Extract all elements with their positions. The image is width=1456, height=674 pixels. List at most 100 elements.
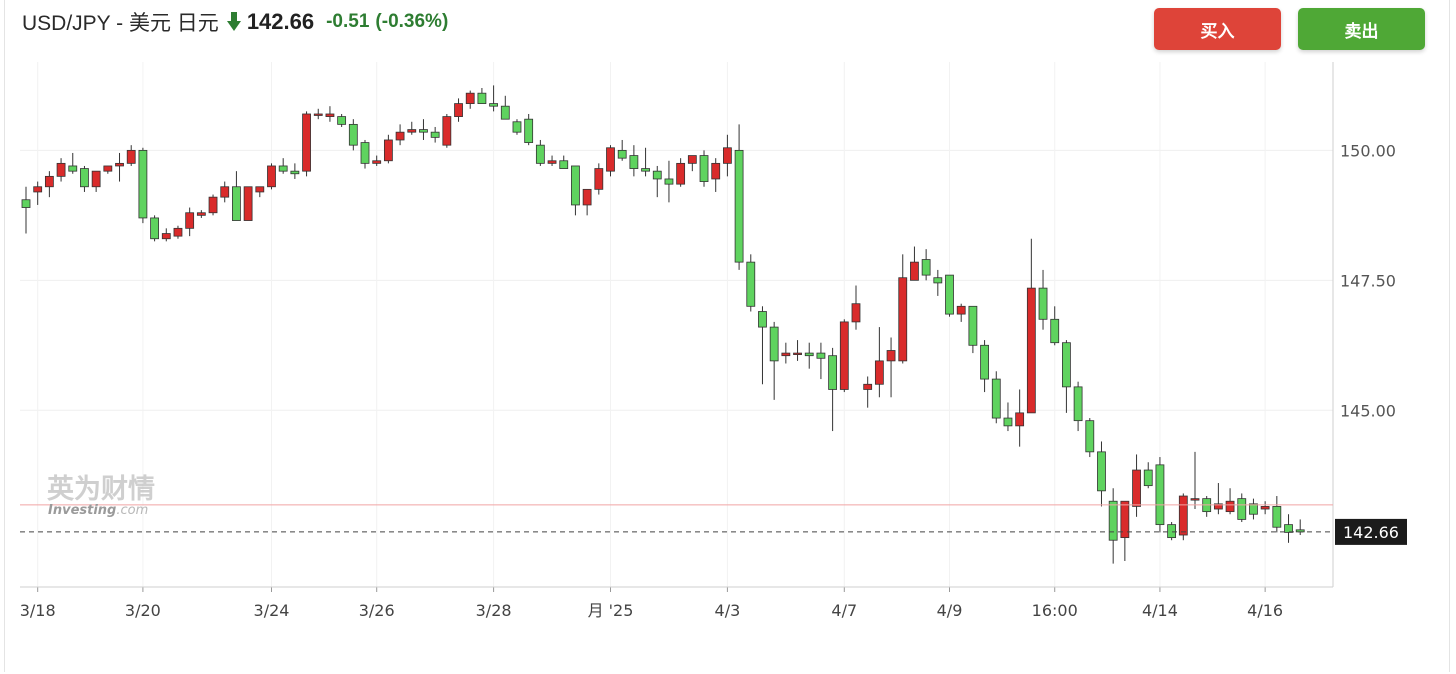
price-overlay: 142.66 xyxy=(20,504,1407,545)
candle-body xyxy=(1190,498,1200,501)
candle-body xyxy=(1260,506,1270,510)
candle-body xyxy=(1272,506,1282,528)
candle-body xyxy=(115,162,124,167)
candle-body xyxy=(161,233,171,240)
candle-body xyxy=(337,116,347,125)
candle-body xyxy=(1073,386,1083,422)
candle-body xyxy=(1038,287,1048,320)
candle-body xyxy=(641,168,650,172)
x-tick-label: 16:00 xyxy=(1032,601,1078,620)
candle-body xyxy=(933,277,943,284)
candle-body xyxy=(652,170,662,180)
investing-watermark: 英为财情 Investing.com xyxy=(47,474,155,518)
candle-body xyxy=(594,168,604,190)
candle-body xyxy=(676,162,686,185)
candle-body xyxy=(910,261,919,281)
candle-body xyxy=(723,147,732,164)
candles xyxy=(21,85,1305,564)
last-price-tag xyxy=(1335,518,1407,545)
candle-body xyxy=(243,186,253,221)
x-tick-label: 3/28 xyxy=(476,601,512,620)
price-change: -0.51 xyxy=(326,11,370,32)
candle-body xyxy=(781,352,791,357)
candle-body xyxy=(793,352,802,355)
candle-body xyxy=(524,118,534,143)
candle-body xyxy=(395,131,405,141)
candle-body xyxy=(372,160,382,164)
sell-button[interactable]: 卖出 xyxy=(1298,8,1425,50)
x-tick-label: 4/16 xyxy=(1247,601,1283,620)
candle-body xyxy=(863,383,873,390)
candle-body xyxy=(956,305,966,315)
buy-button[interactable]: 买入 xyxy=(1154,8,1281,50)
candle-body xyxy=(1132,469,1141,507)
candle-body xyxy=(126,149,136,164)
x-tick-label: 4/9 xyxy=(937,601,963,620)
candle-body xyxy=(629,155,639,169)
candle-body xyxy=(945,274,954,315)
candle-body xyxy=(173,227,183,237)
candle-body xyxy=(290,170,300,175)
chart-axes: 150.00 147.50 145.00 3/18 3/20 3/24 3/26 3/28 月 … xyxy=(20,62,1396,620)
chart-frame xyxy=(4,0,1450,672)
x-tick-label: 4/14 xyxy=(1142,601,1178,620)
candle-body xyxy=(804,352,814,357)
candle-body xyxy=(1249,503,1258,515)
candle-body xyxy=(874,360,884,385)
candle-body xyxy=(21,199,31,208)
candle-body xyxy=(232,186,241,221)
x-tick-label: 月 '25 xyxy=(588,601,634,620)
candle-body xyxy=(500,105,510,120)
candle-body xyxy=(1108,500,1118,541)
candle-body xyxy=(839,321,849,390)
candle-body xyxy=(1143,469,1153,487)
candle-body xyxy=(1120,500,1130,539)
candle-body xyxy=(921,259,931,276)
candle-body xyxy=(547,160,557,164)
instrument-title: USD/JPY - 美元 日元 xyxy=(22,12,219,35)
candle-body xyxy=(734,149,744,263)
candle-body xyxy=(278,165,288,172)
x-tick-label: 3/24 xyxy=(254,601,290,620)
candle-body xyxy=(699,155,709,182)
watermark-cn: 英为财情 xyxy=(47,474,155,505)
candle-body xyxy=(325,113,335,117)
x-tick-label: 3/18 xyxy=(20,601,56,620)
x-tick-label: 3/20 xyxy=(125,601,161,620)
candle-body xyxy=(758,311,767,328)
candle-body xyxy=(582,188,592,206)
price-change-percent: (-0.36%) xyxy=(375,11,449,32)
candle-body xyxy=(1062,342,1071,388)
candle-body xyxy=(535,144,545,164)
candle-body xyxy=(313,113,323,116)
y-tick-label: 147.50 xyxy=(1340,271,1396,290)
x-tick-label: 4/7 xyxy=(831,601,857,620)
candle-body xyxy=(103,165,113,172)
candle-body xyxy=(489,103,499,107)
candle-body xyxy=(208,196,218,214)
candle-body xyxy=(138,149,148,219)
candle-body xyxy=(360,142,370,164)
candle-body xyxy=(80,168,89,188)
candle-body xyxy=(465,92,475,104)
candle-body xyxy=(68,165,78,172)
candle-body xyxy=(185,212,195,229)
down-arrow-icon xyxy=(226,12,241,31)
candle-body xyxy=(430,131,440,138)
quote-header: USD/JPY - 美元 日元 142.66 -0.51 (-0.36%) xyxy=(22,6,448,38)
candle-body xyxy=(1003,417,1013,427)
candle-body xyxy=(407,129,417,133)
candle-body xyxy=(1015,412,1025,427)
candle-body xyxy=(1050,318,1060,344)
candle-body xyxy=(1085,420,1095,453)
candle-body xyxy=(1167,524,1177,539)
candle-body xyxy=(851,303,861,323)
candle-body xyxy=(1284,524,1293,533)
candle-body xyxy=(991,378,1001,419)
candle-body xyxy=(559,160,569,169)
candle-body xyxy=(1155,464,1165,526)
x-tick-label: 3/26 xyxy=(359,601,395,620)
candle-body xyxy=(454,103,463,117)
watermark-suffix: .com xyxy=(116,503,148,518)
